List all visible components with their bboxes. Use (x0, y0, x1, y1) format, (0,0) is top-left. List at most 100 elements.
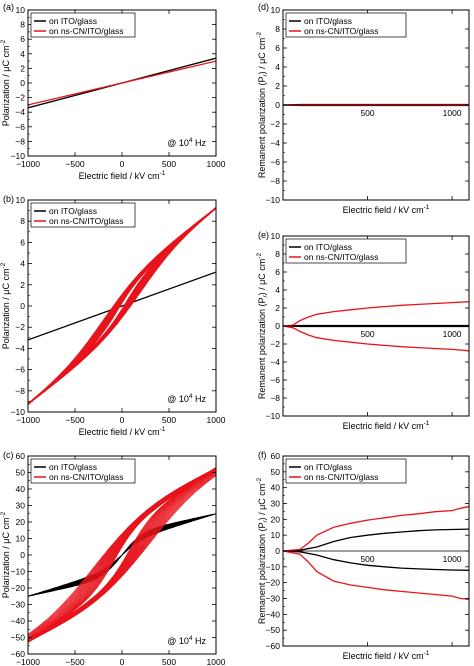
series-neg-nscn (283, 325, 469, 352)
y-tick-label: 6 (275, 267, 280, 277)
series-pos-ito (283, 528, 469, 552)
y-axis-label: Remanent polarization (Pr) / μC cm-2 (256, 32, 269, 179)
panel-label: (c) (3, 450, 14, 460)
x-tick-label: 500 (360, 329, 374, 339)
frequency-annotation: @ 104 Hz (167, 635, 206, 646)
x-tick-label: −500 (65, 415, 84, 425)
legend-label: on ITO/glass (49, 206, 97, 216)
y-tick-label: 60 (271, 451, 281, 461)
legend-label: on ITO/glass (49, 462, 97, 472)
y-tick-label: 8 (20, 216, 25, 226)
y-tick-label: −30 (11, 600, 26, 610)
x-tick-label: 500 (360, 554, 374, 564)
y-tick-label: 8 (20, 20, 25, 30)
y-tick-label: −2 (15, 93, 25, 103)
series-neg-nscn (283, 550, 469, 600)
y-tick-label: −4 (270, 357, 280, 367)
y-tick-label: 0 (275, 546, 280, 556)
x-tick-label: 500 (162, 159, 176, 169)
panel-label: (e) (258, 230, 269, 240)
y-tick-label: −30 (266, 594, 281, 604)
y-tick-label: −4 (15, 107, 25, 117)
legend-label: on ITO/glass (304, 462, 352, 472)
y-axis-label: Remanent polarization (Pr) / μC cm-2 (256, 253, 269, 400)
y-tick-label: −40 (11, 616, 26, 626)
legend-box (30, 202, 136, 228)
panel-b: (b) −10 −8 −6 −4 −2 0 2 4 6 8 10 −1000 −500 0 500 1000 El… (0, 194, 226, 437)
x-axis-label: Electric field / kV cm-1 (79, 170, 166, 181)
y-tick-label: 2 (20, 63, 25, 73)
y-tick-label: −60 (266, 641, 281, 651)
panel-label: (d) (258, 2, 269, 12)
x-axis-label: Electric field / kV cm-1 (79, 426, 166, 437)
legend-box (285, 12, 407, 38)
y-tick-label: 10 (271, 530, 281, 540)
x-tick-label: 0 (120, 159, 125, 169)
y-tick-label: −2 (270, 339, 280, 349)
y-tick-label: −50 (11, 633, 26, 643)
panel-f: (f) −60 −50 −40 −30 −20 −10 0 10 20 30 40 50 60 500 100… (256, 450, 470, 661)
y-tick-label: 0 (20, 78, 25, 88)
y-tick-label: −8 (15, 136, 25, 146)
legend-box (30, 458, 136, 484)
series-pos-nscn (283, 301, 469, 327)
y-tick-label: 4 (20, 49, 25, 59)
y-tick-label: 30 (271, 499, 281, 509)
panel-d: (d) −10 −8 −6 −4 −2 0 2 4 6 8 10 500 1000 Electric fie… (256, 2, 470, 215)
series-pos-ito (283, 324, 469, 327)
y-tick-label: −6 (270, 375, 280, 385)
legend-box (30, 12, 136, 38)
legend-label: on ns-CN/ITO/glass (49, 472, 123, 482)
plot-area (28, 57, 216, 109)
x-axis-label: Electric field / kV cm-1 (343, 650, 430, 661)
x-tick-label: 500 (162, 415, 176, 425)
plot-area (28, 467, 216, 643)
x-tick-label: 0 (120, 415, 125, 425)
x-tick-label: −500 (65, 159, 84, 169)
legend-box (285, 458, 407, 484)
series-loop-nscn (28, 468, 216, 642)
y-tick-label: 0 (20, 550, 25, 560)
legend-box (285, 238, 407, 264)
x-tick-label: 1000 (443, 108, 462, 118)
y-tick-label: −8 (270, 393, 280, 403)
y-tick-label: 8 (275, 249, 280, 259)
y-tick-label: 0 (275, 321, 280, 331)
legend-label: on ns-CN/ITO/glass (49, 216, 123, 226)
y-tick-label: 0 (275, 100, 280, 110)
frequency-annotation: @ 104 Hz (167, 137, 206, 148)
legend-label: on ITO/glass (49, 16, 97, 26)
y-tick-label: −40 (266, 609, 281, 619)
y-tick-label: 4 (20, 259, 25, 269)
y-tick-label: 2 (275, 303, 280, 313)
y-tick-label: 4 (275, 62, 280, 72)
y-tick-label: 50 (16, 468, 26, 478)
y-tick-label: −10 (266, 562, 281, 572)
y-tick-label: −20 (11, 583, 26, 593)
x-tick-label: 1000 (207, 657, 226, 666)
panel-e: (e) −10 −8 −6 −4 −2 0 2 4 6 8 10 500 1000 Electric fie… (256, 230, 470, 431)
x-tick-label: 1000 (207, 159, 226, 169)
y-tick-label: 20 (271, 514, 281, 524)
series-pos-nscn (283, 506, 469, 552)
legend-label: on ITO/glass (304, 242, 352, 252)
y-tick-label: −2 (15, 322, 25, 332)
y-tick-label: 10 (271, 5, 281, 15)
panel-label: (b) (3, 194, 14, 204)
y-tick-label: 0 (20, 301, 25, 311)
y-tick-label: 50 (271, 467, 281, 477)
x-tick-label: −500 (65, 657, 84, 666)
x-tick-label: 500 (360, 108, 374, 118)
series-line-ito (28, 271, 216, 341)
y-tick-label: 10 (16, 195, 26, 205)
panel-c: (c) −60 −50 −40 −30 −20 −10 0 10 20 30 40 50 60 −1000 −… (0, 450, 226, 666)
x-tick-label: 1000 (443, 329, 462, 339)
frequency-annotation: @ 104 Hz (167, 393, 206, 404)
y-tick-label: 10 (16, 534, 26, 544)
